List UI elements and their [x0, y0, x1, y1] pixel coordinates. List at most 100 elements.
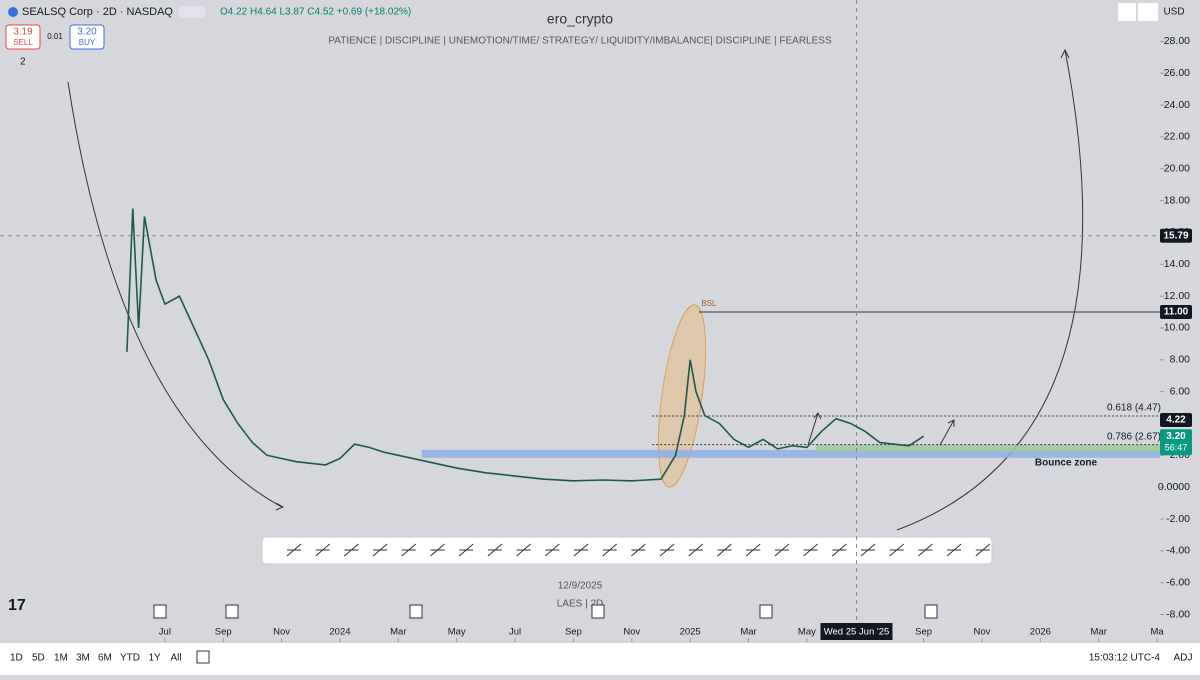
- price-line: [126, 208, 925, 482]
- y-tick-label: 24.00: [1164, 99, 1190, 111]
- tool-icon[interactable]: [516, 543, 531, 557]
- earnings-marker[interactable]: [225, 604, 239, 619]
- earnings-marker[interactable]: [409, 604, 423, 619]
- sell-label: SELL: [13, 38, 33, 47]
- tool-icon[interactable]: [544, 543, 560, 557]
- timeframe[interactable]: 1Y: [149, 653, 162, 664]
- sell-button[interactable]: [5, 24, 41, 50]
- tool-icon[interactable]: [774, 543, 790, 557]
- x-tick-label: Nov: [974, 627, 991, 638]
- x-tick-label: Jul: [509, 627, 521, 638]
- earnings-marker[interactable]: [153, 604, 167, 619]
- timeframe[interactable]: 6M: [98, 653, 112, 664]
- x-tick-label: Ma: [1150, 627, 1164, 638]
- y-tick-label: 6.00: [1170, 385, 1191, 397]
- tool-icon[interactable]: [889, 543, 905, 557]
- price-label: 15.79: [1163, 230, 1188, 241]
- arc-left: [67, 81, 283, 508]
- sell-price: 3.19: [13, 27, 33, 38]
- button-reset[interactable]: [1138, 3, 1158, 21]
- tool-icon[interactable]: [315, 543, 331, 557]
- tool-icon[interactable]: [344, 543, 359, 557]
- price-label-box: [1160, 429, 1192, 456]
- tool-icon[interactable]: [831, 543, 847, 557]
- button-down[interactable]: [1118, 3, 1136, 21]
- tool-icon[interactable]: [602, 543, 618, 557]
- x-tick-label: Sep: [915, 627, 932, 638]
- tool-icon[interactable]: [803, 543, 818, 557]
- price-label: 4.22: [1166, 415, 1186, 426]
- footer-date: 12/9/2025: [558, 581, 603, 592]
- price-label-box: [1160, 228, 1192, 243]
- tool-icon[interactable]: [975, 543, 991, 557]
- earnings-marker[interactable]: [924, 604, 938, 619]
- ohlc: O4.22 H4.64 L3.87 C4.52 +0.69 (+18.02%): [220, 7, 411, 18]
- chart-bg: [0, 0, 1200, 643]
- x-tick-label: Sep: [565, 627, 582, 638]
- logo: [8, 7, 18, 17]
- price-label-box: [1160, 305, 1192, 320]
- y-tick-label: -6.00: [1166, 576, 1190, 588]
- tool-icon[interactable]: [430, 543, 445, 557]
- crosshair-x-box: [820, 623, 893, 640]
- x-tick-label: 2024: [329, 627, 350, 638]
- tool-icon[interactable]: [401, 543, 417, 557]
- y-tick-label: -2.00: [1166, 513, 1190, 525]
- x-tick-label: May: [448, 627, 466, 638]
- tool-icon[interactable]: [487, 543, 503, 557]
- timeframe[interactable]: 1D: [10, 653, 23, 664]
- tool-icon[interactable]: [688, 543, 704, 557]
- timeframe[interactable]: 1M: [54, 653, 68, 664]
- timeframe[interactable]: 5D: [32, 653, 45, 664]
- chart-subtitle: PATIENCE | DISCIPLINE | UNEMOTION/TIME/ …: [328, 36, 832, 47]
- tool-icon[interactable]: [745, 543, 761, 557]
- footer-symbol: LAES | 2D: [557, 599, 604, 610]
- highlight-ellipse: [657, 304, 707, 488]
- indicator-count[interactable]: 2: [20, 57, 26, 68]
- tv-logo: 17: [8, 597, 26, 614]
- timeframe[interactable]: All: [171, 653, 182, 664]
- level-text: BSL: [701, 299, 717, 308]
- arrow-head: [1060, 48, 1070, 59]
- y-tick-label: 14.00: [1164, 258, 1190, 270]
- x-tick-label: Mar: [390, 627, 406, 638]
- earnings-marker[interactable]: [759, 604, 773, 619]
- tool-icon[interactable]: [573, 543, 589, 557]
- y-tick-label: 10.00: [1164, 322, 1190, 334]
- price-label-box: [1160, 412, 1192, 427]
- x-tick-label: Jul: [159, 627, 171, 638]
- calendar-icon[interactable]: [196, 650, 210, 664]
- tool-icon[interactable]: [659, 543, 675, 557]
- adj[interactable]: ADJ: [1174, 653, 1193, 664]
- level-label: 0.786 (2.67): [1107, 431, 1161, 442]
- buy-label: BUY: [79, 38, 96, 47]
- y-tick-label: 0.0000: [1158, 481, 1190, 493]
- buy-button[interactable]: [69, 24, 105, 50]
- x-tick-label: 2025: [680, 627, 701, 638]
- tool-icon[interactable]: [458, 543, 474, 557]
- y-tick-label: 8.00: [1170, 354, 1191, 366]
- earnings-marker[interactable]: [591, 604, 605, 619]
- price-timer: 56:47: [1165, 443, 1188, 453]
- clock: 15:03:12 UTC-4: [1089, 653, 1161, 664]
- tool-icon[interactable]: [717, 543, 732, 557]
- tool-icon[interactable]: [372, 543, 388, 557]
- tool-icon[interactable]: [286, 543, 302, 557]
- timeframe[interactable]: YTD: [120, 653, 140, 664]
- currency[interactable]: USD: [1163, 7, 1184, 18]
- status: [178, 6, 206, 18]
- tool-icon[interactable]: [918, 543, 933, 557]
- timeframe[interactable]: 3M: [76, 653, 90, 664]
- tool-icon[interactable]: [631, 543, 646, 557]
- buy-price: 3.20: [77, 27, 97, 38]
- x-tick-label: May: [798, 627, 816, 638]
- drawing-toolbar: [261, 536, 993, 565]
- tool-icon[interactable]: [946, 543, 962, 557]
- y-tick-label: 26.00: [1164, 67, 1190, 79]
- zone-label: Bounce zone: [1035, 458, 1098, 469]
- y-tick-label: 20.00: [1164, 163, 1190, 175]
- tool-icon[interactable]: [860, 543, 876, 557]
- x-tick-label: Mar: [1091, 627, 1107, 638]
- crosshair-x-label: Wed 25 Jun '25: [824, 627, 890, 638]
